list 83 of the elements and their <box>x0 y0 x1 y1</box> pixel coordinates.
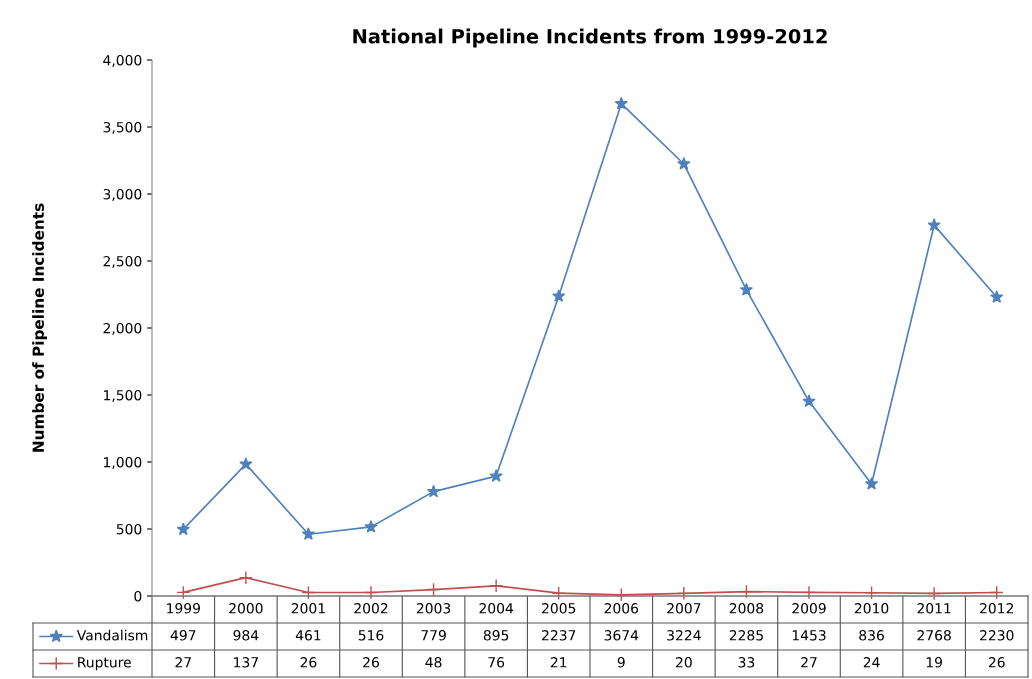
point <box>301 527 316 540</box>
point <box>489 578 504 593</box>
x-tick-label: 2010 <box>854 603 889 614</box>
x-tick-label: 2002 <box>354 603 388 614</box>
point <box>802 394 816 408</box>
y-tick-label: 2,000 <box>103 322 142 335</box>
point <box>677 157 691 170</box>
data-label: 26 <box>300 657 317 668</box>
y-tick-label: 3,500 <box>103 121 142 134</box>
point <box>301 585 316 600</box>
y-tick-label: 2,500 <box>103 255 142 268</box>
x-tick-label: 2000 <box>229 603 263 614</box>
point <box>927 586 942 601</box>
x-tick-label: 2005 <box>542 603 576 614</box>
x-tick-label: 1999 <box>167 603 200 614</box>
point <box>614 587 629 602</box>
x-tick-label: 2009 <box>792 603 826 614</box>
point <box>989 585 1004 600</box>
data-label: 984 <box>233 630 259 641</box>
data-label: 497 <box>170 630 196 641</box>
point <box>176 585 191 600</box>
y-tick-label: 1,000 <box>104 456 142 469</box>
chart-title: National Pipeline Incidents from 1999-2012 <box>353 28 827 48</box>
data-label: 24 <box>863 657 880 668</box>
data-label: 21 <box>550 657 567 668</box>
y-tick-label: 500 <box>116 523 142 535</box>
data-label: 19 <box>926 657 942 668</box>
data-label: 2237 <box>542 630 576 641</box>
y-tick-label: 4,000 <box>103 54 142 67</box>
point <box>238 570 253 585</box>
data-label: 2230 <box>980 630 1014 641</box>
x-tick-label: 2011 <box>917 603 951 614</box>
point <box>739 584 754 599</box>
point <box>489 469 503 482</box>
data-label: 895 <box>483 630 509 641</box>
data-label: 3224 <box>667 630 701 641</box>
x-tick-label: 2006 <box>604 603 639 614</box>
x-tick-label: 2001 <box>291 603 325 614</box>
data-label: 2285 <box>729 630 763 641</box>
data-label: 2768 <box>917 630 951 641</box>
point <box>176 522 190 536</box>
point <box>364 519 378 533</box>
point <box>364 585 378 600</box>
legend-label: Vandalism <box>76 629 148 641</box>
point <box>426 484 441 498</box>
data-label: 27 <box>801 657 817 668</box>
y-tick-label: 3,000 <box>103 188 142 201</box>
point <box>551 586 566 601</box>
point <box>864 477 879 490</box>
point <box>552 289 566 302</box>
data-label: 3674 <box>604 630 639 641</box>
x-tick-label: 2004 <box>479 603 514 614</box>
y-tick-label: 0 <box>134 590 142 602</box>
point <box>802 585 816 600</box>
point <box>239 457 253 470</box>
x-tick-label: 2003 <box>416 603 451 614</box>
point <box>927 218 941 231</box>
data-label: 26 <box>988 657 1005 668</box>
point <box>426 582 441 597</box>
data-label: 1453 <box>792 630 826 641</box>
data-label: 9 <box>617 657 625 668</box>
point <box>676 586 691 601</box>
data-label: 33 <box>738 657 755 668</box>
data-label: 461 <box>295 630 321 641</box>
data-label: 20 <box>676 657 692 668</box>
y-tick-label: 1,500 <box>104 389 142 402</box>
data-label: 48 <box>425 657 442 668</box>
x-tick-label: 2008 <box>729 603 764 614</box>
y-axis-title: Number of Pipeline Incidents <box>32 203 47 452</box>
data-label: 779 <box>421 630 446 641</box>
legend-label: Rupture <box>78 657 131 671</box>
data-label: 137 <box>234 657 258 668</box>
data-label: 516 <box>358 630 384 641</box>
x-tick-label: 2012 <box>980 603 1013 614</box>
point <box>864 585 879 600</box>
point <box>739 282 754 296</box>
point <box>614 96 628 110</box>
data-label: 27 <box>175 657 191 668</box>
data-label: 76 <box>488 657 505 668</box>
point <box>990 290 1004 303</box>
data-label: 836 <box>859 630 884 641</box>
x-tick-label: 2007 <box>667 603 701 614</box>
data-label: 26 <box>363 657 379 668</box>
